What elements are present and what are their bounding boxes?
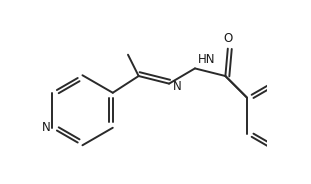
Text: N: N: [42, 121, 51, 134]
Text: O: O: [223, 32, 232, 45]
Text: N: N: [173, 79, 182, 93]
Text: HN: HN: [197, 53, 215, 66]
